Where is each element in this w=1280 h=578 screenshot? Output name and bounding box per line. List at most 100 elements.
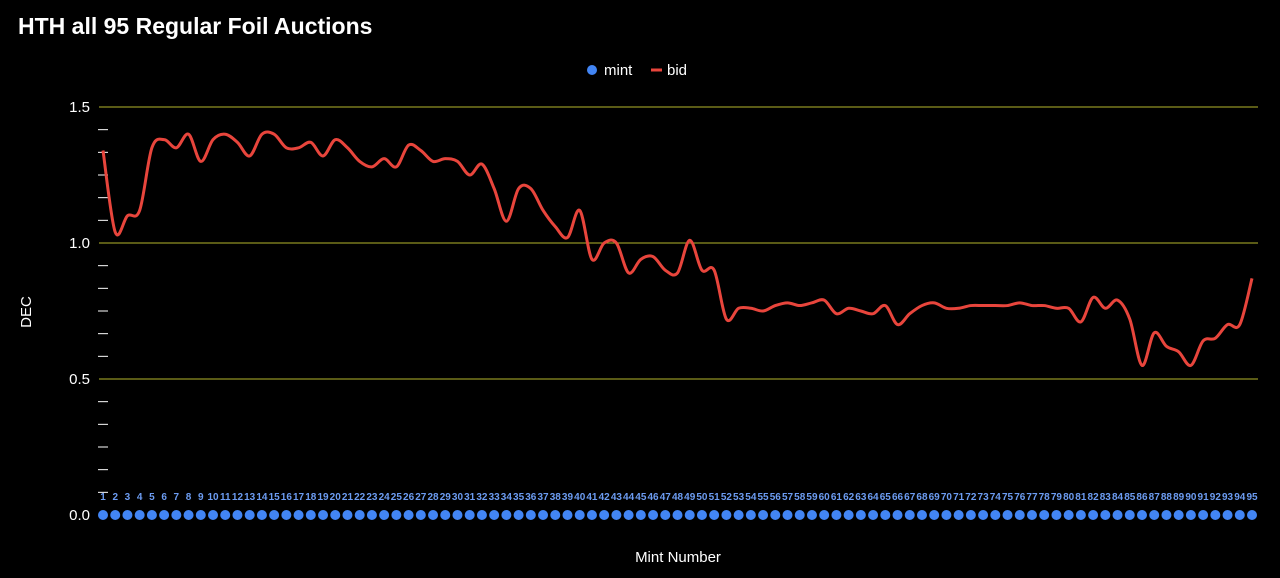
x-tick-label: 45 xyxy=(635,492,647,503)
y-tick-label: 0.5 xyxy=(69,371,90,388)
x-tick-label: 54 xyxy=(745,492,757,503)
x-tick-label: 4 xyxy=(137,492,143,503)
x-tick-label: 76 xyxy=(1014,492,1026,503)
x-tick-label: 8 xyxy=(186,492,192,503)
mint-point xyxy=(440,510,451,520)
x-tick-label: 68 xyxy=(916,492,928,503)
x-tick-label: 75 xyxy=(1002,492,1014,503)
x-tick-label: 13 xyxy=(244,492,256,503)
mint-point xyxy=(635,510,646,520)
mint-point xyxy=(415,510,426,520)
mint-point xyxy=(464,510,475,520)
x-tick-label: 93 xyxy=(1222,492,1234,503)
mint-point xyxy=(232,510,243,520)
mint-point xyxy=(476,510,487,520)
x-tick-label: 44 xyxy=(623,492,635,503)
x-tick-label: 18 xyxy=(305,492,317,503)
x-tick-label: 90 xyxy=(1185,492,1197,503)
mint-point xyxy=(342,510,353,520)
mint-point xyxy=(293,510,304,520)
x-tick-label: 46 xyxy=(647,492,659,503)
mint-point xyxy=(868,510,879,520)
mint-point xyxy=(110,510,121,520)
mint-point xyxy=(159,510,170,520)
x-tick-label: 17 xyxy=(293,492,305,503)
x-tick-label: 70 xyxy=(941,492,953,503)
mint-point xyxy=(1234,510,1245,520)
mint-point xyxy=(574,510,585,520)
x-tick-label: 92 xyxy=(1210,492,1222,503)
mint-point xyxy=(379,510,390,520)
x-tick-label: 78 xyxy=(1039,492,1051,503)
mint-point xyxy=(1088,510,1099,520)
x-tick-label: 35 xyxy=(513,492,525,503)
mint-point xyxy=(428,510,439,520)
x-tick-label: 94 xyxy=(1234,492,1246,503)
mint-point xyxy=(745,510,756,520)
legend-bid-label: bid xyxy=(667,62,687,79)
mint-point xyxy=(758,510,769,520)
x-tick-label: 62 xyxy=(843,492,855,503)
x-tick-label: 82 xyxy=(1088,492,1100,503)
x-tick-label: 7 xyxy=(174,492,180,503)
x-tick-label: 33 xyxy=(489,492,501,503)
mint-point xyxy=(354,510,365,520)
mint-point xyxy=(1161,510,1172,520)
mint-point xyxy=(256,510,267,520)
mint-point xyxy=(244,510,255,520)
x-tick-label: 36 xyxy=(525,492,537,503)
mint-point xyxy=(195,510,206,520)
mint-point xyxy=(941,510,952,520)
mint-point xyxy=(1014,510,1025,520)
x-tick-label: 50 xyxy=(696,492,708,503)
mint-point xyxy=(208,510,219,520)
mint-point xyxy=(672,510,683,520)
x-tick-label: 1 xyxy=(100,492,106,503)
x-tick-label: 67 xyxy=(904,492,916,503)
mint-point xyxy=(978,510,989,520)
x-tick-label: 42 xyxy=(599,492,611,503)
mint-point xyxy=(98,510,108,520)
mint-point xyxy=(452,510,463,520)
x-tick-label: 74 xyxy=(990,492,1002,503)
x-tick-label: 29 xyxy=(440,492,452,503)
x-tick-label: 65 xyxy=(880,492,892,503)
mint-point xyxy=(880,510,891,520)
x-tick-label: 16 xyxy=(281,492,293,503)
mint-point xyxy=(831,510,842,520)
mint-point xyxy=(794,510,805,520)
gridlines xyxy=(99,106,1258,380)
mint-point xyxy=(513,510,524,520)
x-tick-label: 47 xyxy=(660,492,672,503)
bid-series xyxy=(101,130,1254,367)
minor-ticks xyxy=(98,129,108,493)
x-tick-label: 26 xyxy=(403,492,415,503)
x-tick-label: 64 xyxy=(868,492,880,503)
x-tick-label: 5 xyxy=(149,492,155,503)
x-tick-label: 83 xyxy=(1100,492,1112,503)
mint-point xyxy=(183,510,194,520)
mint-point xyxy=(171,510,182,520)
mint-point xyxy=(892,510,903,520)
x-tick-label: 25 xyxy=(391,492,403,503)
mint-point xyxy=(770,510,781,520)
mint-point xyxy=(696,510,707,520)
x-tick-label: 15 xyxy=(269,492,281,503)
mint-point xyxy=(916,510,927,520)
mint-point xyxy=(330,510,341,520)
x-tick-label: 73 xyxy=(978,492,990,503)
mint-point xyxy=(281,510,292,520)
mint-point xyxy=(1222,510,1233,520)
mint-point xyxy=(538,510,549,520)
x-tick-label: 84 xyxy=(1112,492,1124,503)
x-tick-label: 39 xyxy=(562,492,574,503)
x-tick-label: 56 xyxy=(770,492,782,503)
x-tick-label: 12 xyxy=(232,492,244,503)
mint-point xyxy=(550,510,561,520)
mint-point xyxy=(366,510,377,520)
mint-point xyxy=(819,510,830,520)
x-tick-label: 87 xyxy=(1149,492,1161,503)
x-tick-label: 21 xyxy=(342,492,354,503)
x-tick-label: 30 xyxy=(452,492,464,503)
mint-point xyxy=(611,510,622,520)
